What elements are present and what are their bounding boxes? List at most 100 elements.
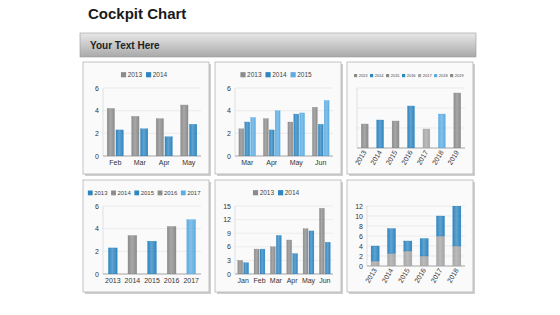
grid-line (367, 256, 465, 257)
y-tick-label: 0 (95, 271, 99, 278)
legend-swatch (121, 72, 126, 77)
panel: 024681012201320142015201620172018 (347, 180, 475, 294)
banner-text: Your Text Here (90, 40, 160, 51)
y-tick-label: 8 (359, 223, 363, 230)
panel: 2013201420152016201720182019201320142015… (347, 62, 475, 176)
marks (239, 100, 329, 156)
bar (312, 107, 317, 156)
bar (260, 249, 265, 274)
legend-label: 2013 (260, 189, 275, 196)
y-axis (235, 88, 236, 156)
marks (238, 208, 330, 274)
x-tick-label: Feb (109, 159, 121, 166)
x-tick-label: 2018 (431, 149, 445, 166)
legend: 2013201420152016201720182019 (354, 73, 464, 78)
bar (371, 246, 379, 261)
bar (108, 248, 117, 274)
bar (254, 249, 259, 274)
y-axis (103, 88, 104, 156)
x-tick-label: Mar (134, 159, 147, 166)
grid-line (235, 246, 333, 247)
x-axis (367, 266, 465, 267)
bar (423, 129, 430, 148)
marks (361, 93, 461, 148)
bar (392, 121, 399, 148)
legend-label: 2014 (285, 189, 300, 196)
x-tick-label: 2014 (125, 277, 141, 284)
grid-line (367, 266, 465, 267)
bar (107, 108, 114, 156)
legend-label: 2013 (247, 71, 262, 78)
y-axis (103, 206, 104, 274)
legend-label: 2015 (141, 190, 155, 196)
x-tick-label: 2013 (364, 267, 378, 284)
bar (294, 114, 299, 156)
marks (107, 105, 197, 156)
bar (453, 206, 461, 246)
grid-line (367, 236, 465, 237)
banner (80, 33, 476, 57)
grid-line (103, 206, 201, 207)
panel-frame (347, 62, 473, 174)
y-tick-label: 2 (359, 253, 363, 260)
legend-label: 2018 (439, 73, 449, 78)
grid-line (367, 216, 465, 217)
bar (420, 256, 428, 266)
legend-swatch (278, 190, 283, 195)
legend-label: 2016 (407, 73, 417, 78)
x-tick-label: 2015 (144, 277, 160, 284)
bar (454, 93, 461, 148)
bar (319, 208, 324, 274)
legend-swatch (146, 72, 151, 77)
panel-frame (83, 62, 209, 174)
y-tick-label: 6 (95, 85, 99, 92)
x-tick-label: May (290, 159, 304, 167)
legend-swatch (402, 74, 405, 77)
x-tick-label: Apr (159, 159, 171, 167)
x-tick-label: 2013 (354, 149, 368, 166)
x-tick-label: May (302, 277, 316, 285)
y-tick-label: 3 (227, 257, 231, 264)
legend-swatch (354, 74, 357, 77)
legend-swatch (111, 191, 116, 196)
grid-line (235, 110, 333, 111)
panel-frame (347, 180, 473, 292)
legend: 20132014201520162017 (88, 190, 201, 196)
grid-line (235, 206, 333, 207)
panel-frame (215, 62, 341, 174)
bar (245, 122, 250, 156)
bar (275, 111, 280, 156)
x-tick-label: 2019 (446, 149, 460, 166)
bar (181, 105, 188, 156)
legend-swatch (386, 74, 389, 77)
y-tick-label: 4 (95, 225, 99, 232)
bar (361, 124, 368, 148)
legend-label: 2015 (297, 71, 312, 78)
x-tick-label: Apr (266, 159, 278, 167)
bar (438, 114, 445, 148)
bar (387, 254, 395, 267)
page-title: Cockpit Chart (88, 5, 186, 22)
x-tick-label: 2016 (400, 149, 414, 166)
bar (318, 124, 323, 156)
bar (408, 106, 415, 148)
legend-label: 2017 (187, 190, 201, 196)
y-tick-label: 0 (359, 263, 363, 270)
legend-label: 2015 (391, 73, 401, 78)
bar (293, 254, 298, 274)
bar (276, 235, 281, 274)
panel-frame (215, 180, 341, 292)
panel: 2013201420150246MarAprMayJun (215, 62, 343, 176)
x-tick-label: Apr (287, 277, 299, 285)
legend-label: 2013 (94, 190, 108, 196)
legend-swatch (450, 74, 453, 77)
y-tick-label: 0 (227, 271, 231, 278)
x-tick-label: Jan (238, 277, 249, 284)
x-tick-label: 2018 (446, 267, 460, 284)
grid-line (103, 228, 201, 229)
x-tick-label: 2015 (397, 267, 411, 284)
grid-line (235, 233, 333, 234)
legend-swatch (418, 74, 421, 77)
legend: 201320142015 (240, 71, 312, 78)
bar (189, 124, 196, 156)
